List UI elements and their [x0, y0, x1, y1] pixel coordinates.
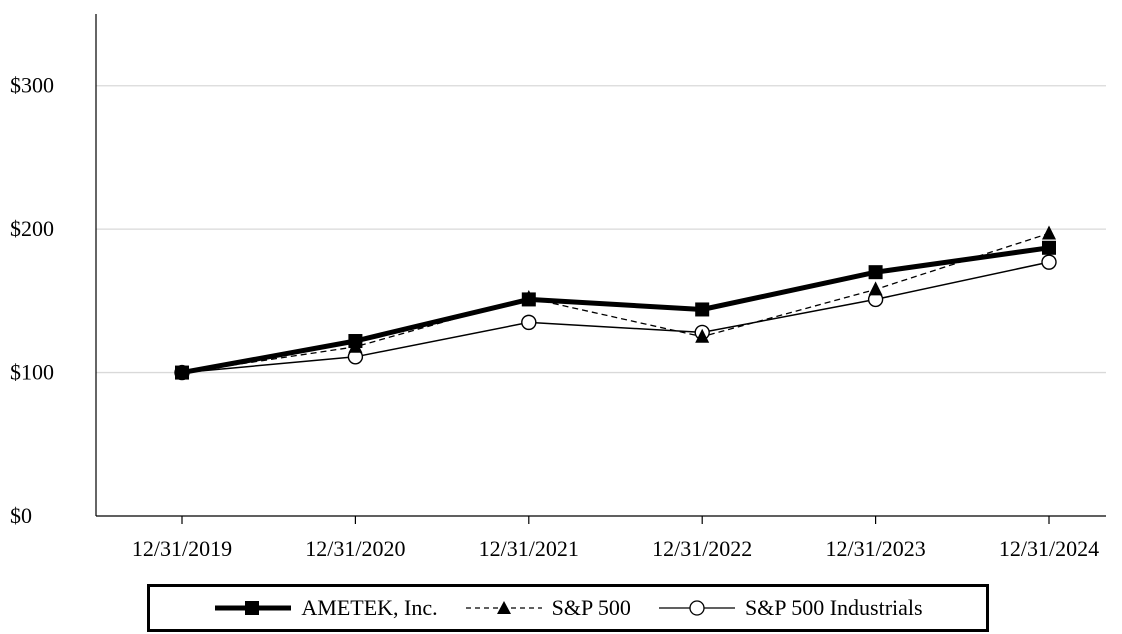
legend-swatch-triangle-icon [465, 601, 542, 614]
x-tick-label: 12/31/2023 [825, 536, 925, 561]
y-tick-labels: $0 $100 $200 $300 [10, 73, 54, 528]
legend-label-sp500-industrials: S&P 500 Industrials [744, 595, 923, 620]
data-point-square [521, 292, 536, 307]
y-tick-label: $300 [10, 73, 54, 98]
x-tick-label: 12/31/2019 [132, 536, 232, 561]
y-tick-label: $0 [10, 503, 32, 528]
data-point-circle [1041, 254, 1057, 270]
data-point-square [348, 334, 363, 349]
y-tick-label: $200 [10, 216, 54, 241]
x-tick-label: 12/31/2021 [479, 536, 579, 561]
series [174, 225, 1057, 381]
data-point-square [175, 365, 189, 380]
series-line [181, 261, 1050, 374]
gridlines [96, 85, 1106, 374]
legend-label-ametek: AMETEK, Inc. [301, 595, 438, 620]
data-point-square [1042, 240, 1056, 255]
x-tick-labels: 12/31/2019 12/31/2020 12/31/2021 12/31/2022… [132, 536, 1099, 561]
legend-swatch-square-icon [215, 601, 292, 615]
data-point-square [695, 302, 710, 317]
legend-label-sp500: S&P 500 [551, 595, 631, 620]
x-tick-label: 12/31/2024 [999, 536, 1099, 561]
series-line [181, 232, 1050, 374]
legend: AMETEK, Inc. S&P 500 S&P 500 Industrials [147, 584, 989, 632]
x-tick-label: 12/31/2020 [305, 536, 405, 561]
legend-item-sp500: S&P 500 [464, 595, 631, 621]
data-point-triangle [1042, 225, 1056, 240]
legend-item-ametek: AMETEK, Inc. [213, 595, 438, 621]
x-tick-label: 12/31/2022 [652, 536, 752, 561]
legend-item-sp500-industrials: S&P 500 Industrials [657, 595, 923, 621]
data-point-circle [521, 314, 537, 331]
axes [95, 14, 1106, 524]
y-tick-label: $100 [10, 360, 54, 385]
data-point-square [868, 265, 883, 280]
data-point-triangle [868, 281, 883, 296]
data-point-triangle [695, 328, 710, 343]
series-line [181, 245, 1050, 376]
legend-swatch-circle-icon [658, 600, 735, 616]
